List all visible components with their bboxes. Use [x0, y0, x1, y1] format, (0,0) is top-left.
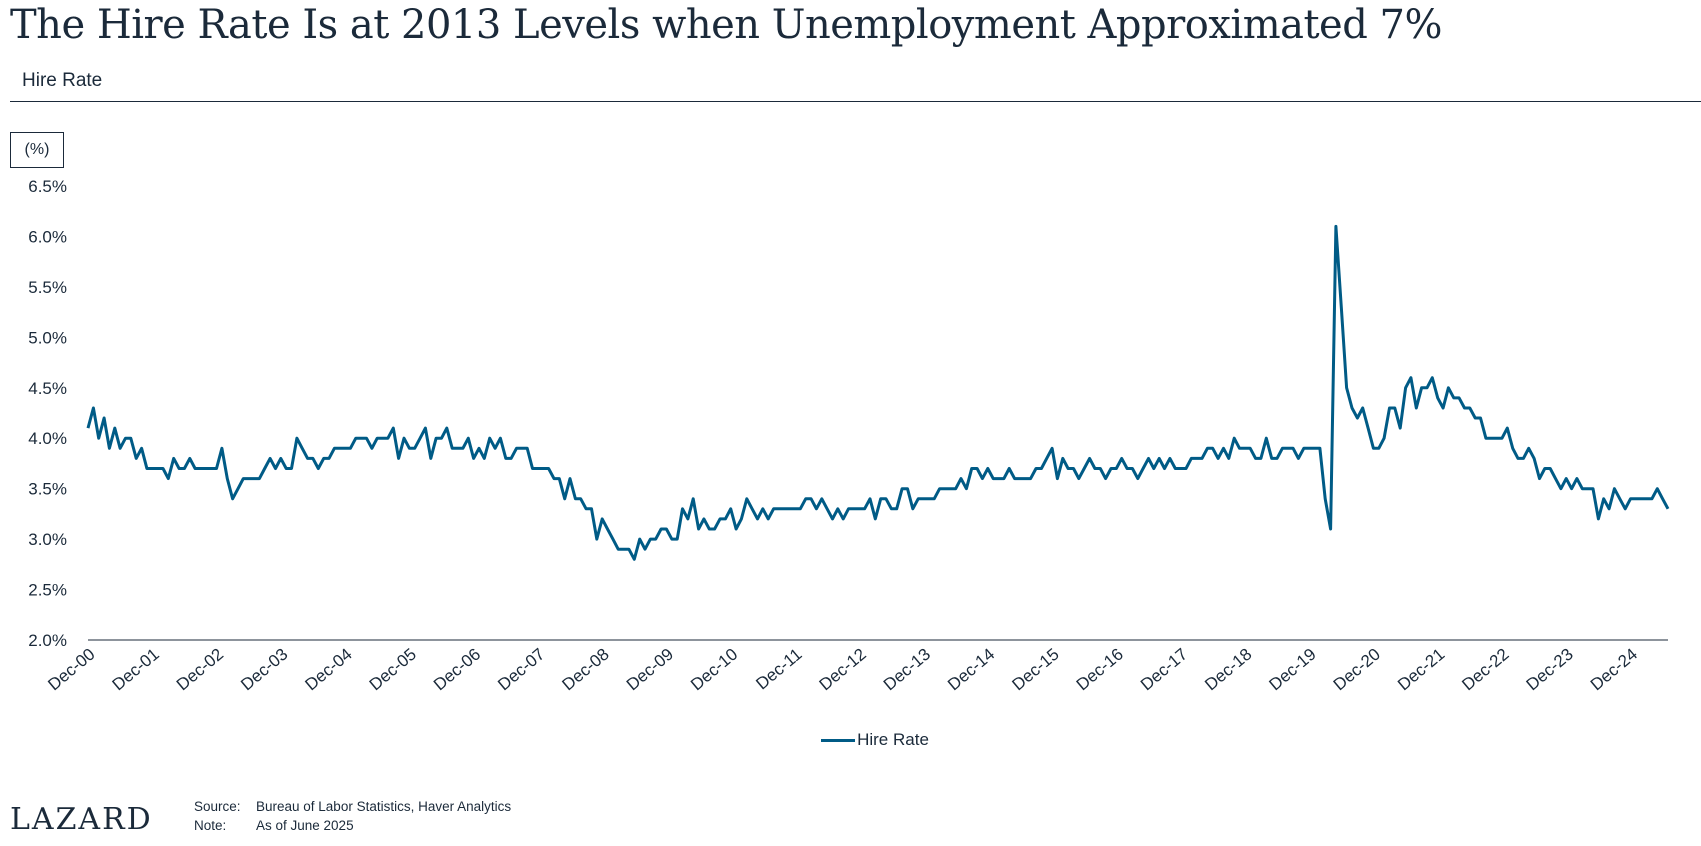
x-tick-label: Dec-18 [1201, 645, 1255, 695]
x-tick-label: Dec-07 [494, 645, 548, 695]
legend-label-hire-rate: Hire Rate [857, 730, 929, 749]
x-tick-label: Dec-09 [623, 645, 677, 695]
legend-swatch-hire-rate [821, 738, 856, 742]
x-tick-label: Dec-10 [687, 645, 741, 695]
y-tick-label: 4.0% [28, 429, 67, 448]
x-tick-label: Dec-16 [1073, 645, 1127, 695]
x-tick-label: Dec-02 [173, 645, 227, 695]
lazard-logo: LAZARD [10, 802, 153, 837]
x-tick-label: Dec-03 [237, 645, 291, 695]
x-tick-label: Dec-22 [1458, 645, 1512, 695]
x-tick-label: Dec-04 [301, 645, 355, 695]
title-divider [10, 101, 1701, 102]
x-tick-label: Dec-23 [1523, 645, 1577, 695]
source-text: Bureau of Labor Statistics, Haver Analyt… [256, 799, 512, 814]
note-label: Note: [194, 818, 227, 833]
chart-subtitle: Hire Rate [22, 70, 103, 91]
x-axis-ticks: Dec-00 Dec-01 Dec-02 Dec-03 Dec-04 Dec-05 Dec-… [44, 645, 1641, 695]
x-tick-label: Dec-17 [1137, 645, 1191, 695]
x-tick-label: Dec-11 [752, 645, 805, 694]
y-tick-label: 2.0% [28, 631, 67, 650]
x-tick-label: Dec-20 [1330, 645, 1384, 695]
x-tick-label: Dec-15 [1008, 645, 1062, 695]
x-tick-label: Dec-13 [880, 645, 934, 695]
y-axis-ticks: 2.0% 2.5% 3.0% 3.5% 4.0% 4.5% 5.0% 5.5% 6.0% 6.5% [28, 177, 67, 650]
y-tick-label: 5.0% [28, 328, 67, 347]
x-tick-label: Dec-05 [366, 645, 420, 695]
unit-label: (%) [10, 132, 64, 168]
x-tick-label: Dec-21 [1394, 645, 1448, 695]
footnotes: Source: Bureau of Labor Statistics, Have… [194, 797, 511, 835]
y-tick-label: 3.0% [28, 530, 67, 549]
y-tick-label: 6.0% [28, 227, 67, 246]
y-tick-label: 6.5% [28, 177, 67, 196]
x-tick-label: Dec-19 [1266, 645, 1320, 695]
chart-legend: Hire Rate [0, 730, 1701, 750]
series-line-hire-rate [86, 224, 1670, 561]
y-tick-label: 5.5% [28, 278, 67, 297]
page-title: The Hire Rate Is at 2013 Levels when Une… [10, 2, 1443, 48]
y-tick-label: 4.5% [28, 379, 67, 398]
x-tick-label: Dec-00 [44, 645, 98, 695]
source-label: Source: [194, 799, 241, 814]
y-tick-label: 3.5% [28, 480, 67, 499]
x-tick-label: Dec-01 [109, 645, 163, 695]
x-tick-label: Dec-14 [944, 645, 998, 695]
y-tick-label: 2.5% [28, 581, 67, 600]
x-tick-label: Dec-12 [816, 645, 870, 695]
x-tick-label: Dec-08 [559, 645, 613, 695]
x-tick-label: Dec-06 [430, 645, 484, 695]
note-text: As of June 2025 [256, 818, 354, 833]
x-tick-label: Dec-24 [1587, 645, 1641, 695]
